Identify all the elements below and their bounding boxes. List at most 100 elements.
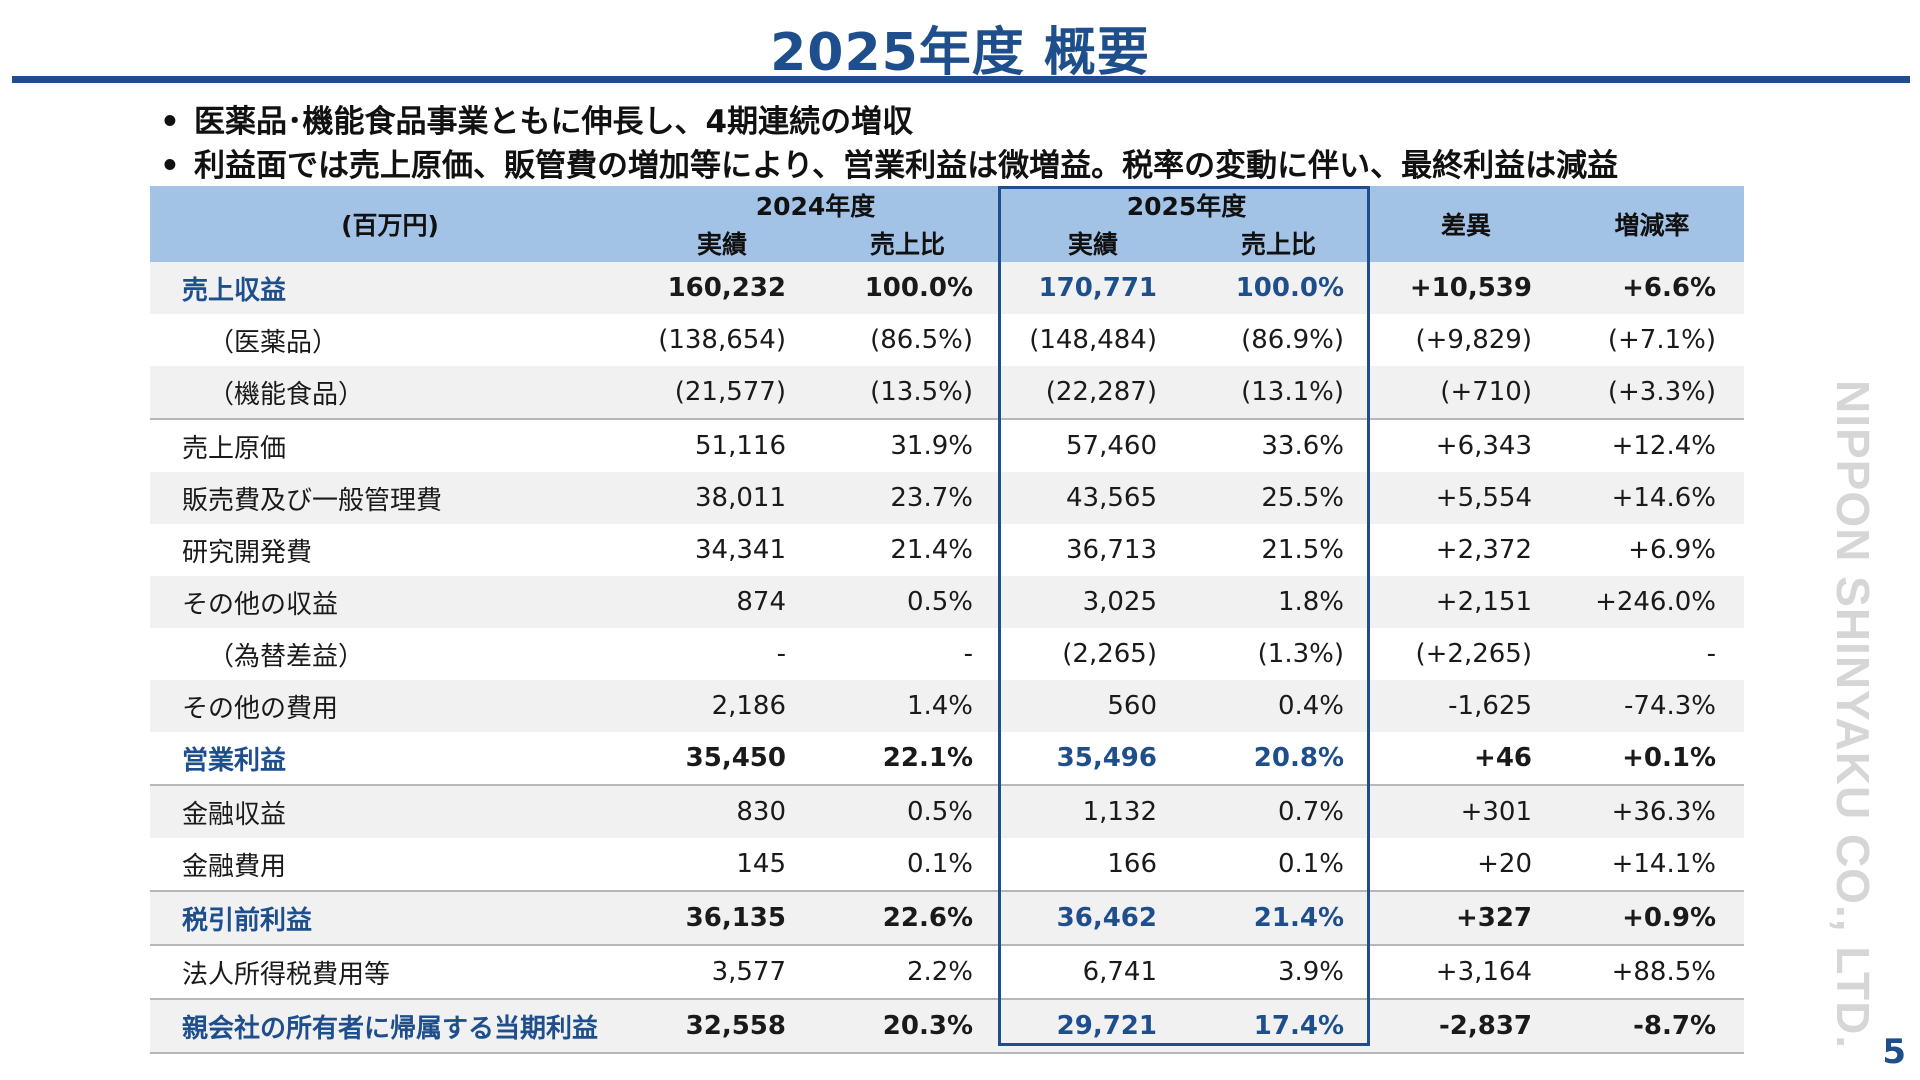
fy2024-actual-cell: 2,186 (630, 680, 814, 732)
difference-cell: +20 (1372, 838, 1560, 891)
page-number: 5 (1882, 1032, 1906, 1072)
table-row: （機能食品） (21,577) (13.5%) (22,287) (13.1%)… (150, 366, 1744, 419)
fy2025-header: 2025年度 (1001, 186, 1372, 224)
fy2025-ratio-cell: 21.4% (1185, 890, 1372, 945)
difference-cell: (+710) (1372, 366, 1560, 419)
fy2025-ratio-cell: (1.3%) (1185, 628, 1372, 680)
fy2024-ratio-cell: 20.3% (814, 998, 1001, 1054)
fy2025-actual-cell: (22,287) (1001, 366, 1185, 419)
fy2025-actual-header: 実績 (1001, 224, 1185, 262)
table-row: 営業利益 35,450 22.1% 35,496 20.8% +46 +0.1% (150, 732, 1744, 785)
fy2024-actual-cell: 32,558 (630, 998, 814, 1054)
summary-bullets: 医薬品･機能食品事業ともに伸長し、4期連続の増収 利益面では売上原価、販管費の増… (160, 100, 1618, 188)
difference-cell: (+2,265) (1372, 628, 1560, 680)
table-row: 売上収益 160,232 100.0% 170,771 100.0% +10,5… (150, 262, 1744, 314)
row-label: 売上収益 (150, 262, 630, 314)
difference-cell: +5,554 (1372, 472, 1560, 524)
difference-cell: +6,343 (1372, 418, 1560, 472)
bullet-item: 利益面では売上原価、販管費の増加等により、営業利益は微増益。税率の変動に伴い、最… (160, 144, 1618, 188)
fy2024-actual-cell: - (630, 628, 814, 680)
fy2025-actual-cell: 3,025 (1001, 576, 1185, 628)
fy2025-actual-cell: 6,741 (1001, 944, 1185, 999)
fy2024-ratio-cell: 22.6% (814, 890, 1001, 945)
fy2025-actual-cell: 36,462 (1001, 890, 1185, 945)
fy2025-actual-cell: 43,565 (1001, 472, 1185, 524)
fy2025-ratio-cell: 3.9% (1185, 944, 1372, 999)
row-label: （医薬品） (150, 314, 630, 366)
change-rate-cell: +12.4% (1560, 418, 1744, 472)
fy2025-ratio-cell: 21.5% (1185, 524, 1372, 576)
difference-cell: +10,539 (1372, 262, 1560, 314)
fy2024-actual-cell: 160,232 (630, 262, 814, 314)
fy2024-actual-cell: 38,011 (630, 472, 814, 524)
change-rate-cell: +0.9% (1560, 890, 1744, 945)
fy2024-actual-cell: 3,577 (630, 944, 814, 999)
table-row: （為替差益） - - (2,265) (1.3%) (+2,265) - (150, 628, 1744, 680)
table-row: 売上原価 51,116 31.9% 57,460 33.6% +6,343 +1… (150, 418, 1744, 472)
difference-cell: (+9,829) (1372, 314, 1560, 366)
fy2025-ratio-cell: 1.8% (1185, 576, 1372, 628)
fy2024-actual-cell: (21,577) (630, 366, 814, 419)
change-rate-cell: +36.3% (1560, 784, 1744, 838)
fy2025-actual-cell: 57,460 (1001, 418, 1185, 472)
row-label: 税引前利益 (150, 890, 630, 945)
fy2024-ratio-cell: 22.1% (814, 732, 1001, 785)
bullet-item: 医薬品･機能食品事業ともに伸長し、4期連続の増収 (160, 100, 1618, 144)
change-rate-cell: -8.7% (1560, 998, 1744, 1054)
difference-cell: +46 (1372, 732, 1560, 785)
fy2024-ratio-cell: 2.2% (814, 944, 1001, 999)
change-rate-cell: +14.6% (1560, 472, 1744, 524)
change-rate-header: 増減率 (1560, 186, 1744, 262)
difference-cell: -1,625 (1372, 680, 1560, 732)
fy2024-actual-cell: 35,450 (630, 732, 814, 785)
fy2025-actual-cell: 166 (1001, 838, 1185, 891)
table-row: 販売費及び一般管理費 38,011 23.7% 43,565 25.5% +5,… (150, 472, 1744, 524)
fy2024-actual-cell: 34,341 (630, 524, 814, 576)
row-label: 研究開発費 (150, 524, 630, 576)
fy2024-ratio-cell: 0.1% (814, 838, 1001, 891)
fy2024-ratio-cell: 23.7% (814, 472, 1001, 524)
change-rate-cell: (+3.3%) (1560, 366, 1744, 419)
change-rate-cell: -74.3% (1560, 680, 1744, 732)
row-label: 営業利益 (150, 732, 630, 785)
table-row: 税引前利益 36,135 22.6% 36,462 21.4% +327 +0.… (150, 890, 1744, 945)
fy2025-actual-cell: 170,771 (1001, 262, 1185, 314)
row-label: その他の収益 (150, 576, 630, 628)
change-rate-cell: (+7.1%) (1560, 314, 1744, 366)
row-label: （為替差益） (150, 628, 630, 680)
title-underline (12, 76, 1910, 83)
fy2025-actual-cell: 36,713 (1001, 524, 1185, 576)
change-rate-cell: +246.0% (1560, 576, 1744, 628)
fy2024-ratio-cell: 1.4% (814, 680, 1001, 732)
fy2024-ratio-header: 売上比 (814, 224, 1001, 262)
fy2025-actual-cell: 35,496 (1001, 732, 1185, 785)
fy2025-actual-cell: 29,721 (1001, 998, 1185, 1054)
fy2025-ratio-cell: 100.0% (1185, 262, 1372, 314)
difference-header: 差異 (1372, 186, 1560, 262)
fy2025-ratio-cell: 17.4% (1185, 998, 1372, 1054)
row-label: 販売費及び一般管理費 (150, 472, 630, 524)
fy2025-actual-cell: (2,265) (1001, 628, 1185, 680)
fy2024-actual-cell: 51,116 (630, 418, 814, 472)
fy2024-actual-cell: 36,135 (630, 890, 814, 945)
table-row: 金融収益 830 0.5% 1,132 0.7% +301 +36.3% (150, 784, 1744, 838)
difference-cell: +2,151 (1372, 576, 1560, 628)
fy2025-ratio-cell: 0.1% (1185, 838, 1372, 891)
difference-cell: +301 (1372, 784, 1560, 838)
fy2024-header: 2024年度 (630, 186, 1001, 224)
table-row: 金融費用 145 0.1% 166 0.1% +20 +14.1% (150, 838, 1744, 891)
difference-cell: -2,837 (1372, 998, 1560, 1054)
fy2024-ratio-cell: - (814, 628, 1001, 680)
fy2024-ratio-cell: 31.9% (814, 418, 1001, 472)
fy2024-ratio-cell: 0.5% (814, 784, 1001, 838)
table-row: 研究開発費 34,341 21.4% 36,713 21.5% +2,372 +… (150, 524, 1744, 576)
change-rate-cell: +14.1% (1560, 838, 1744, 891)
company-watermark: NIPPON SHINYAKU CO., LTD. (1827, 380, 1879, 1050)
change-rate-cell: +0.1% (1560, 732, 1744, 785)
change-rate-cell: - (1560, 628, 1744, 680)
fy2025-actual-cell: 1,132 (1001, 784, 1185, 838)
fy2025-ratio-cell: 25.5% (1185, 472, 1372, 524)
difference-cell: +2,372 (1372, 524, 1560, 576)
fy2025-actual-cell: (148,484) (1001, 314, 1185, 366)
difference-cell: +327 (1372, 890, 1560, 945)
